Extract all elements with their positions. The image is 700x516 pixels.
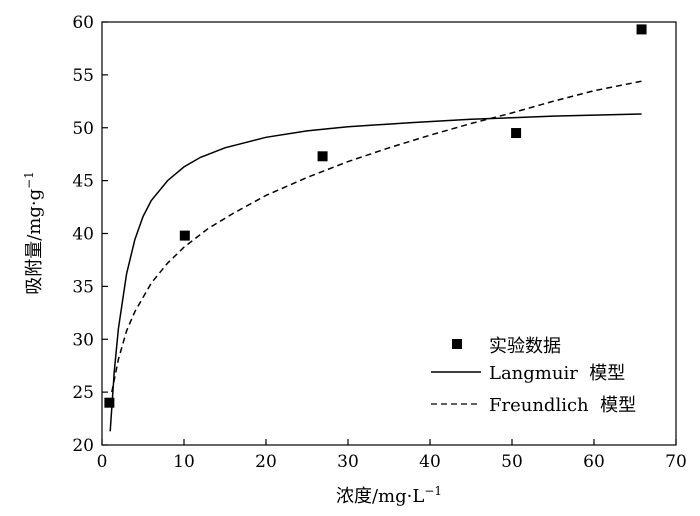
axis-ticks: 0 10 20 30 40 50 60 70 20 25 30 35 40 45 50 55 60 — [72, 13, 686, 472]
data-point-square — [104, 397, 115, 408]
x-tick-label: 10 — [173, 452, 195, 472]
legend-label-langmuir: Langmuir 模型 — [489, 363, 625, 384]
x-tick-label: 20 — [255, 452, 277, 472]
legend-label-experimental: 实验数据 — [489, 336, 561, 357]
legend-label-freundlich: Freundlich 模型 — [489, 395, 636, 416]
freundlich-model-curve — [111, 80, 642, 393]
y-tick-label: 60 — [72, 13, 94, 33]
x-tick-label: 50 — [501, 452, 523, 472]
data-point-square — [179, 230, 190, 241]
data-point-square — [317, 151, 328, 162]
langmuir-model-curve — [109, 113, 642, 432]
y-tick-label: 40 — [72, 225, 94, 245]
x-tick-label: 30 — [337, 452, 359, 472]
legend-marker-square — [452, 339, 462, 349]
data-point-square — [636, 24, 647, 35]
y-tick-label: 30 — [72, 330, 94, 350]
y-tick-label: 55 — [72, 66, 94, 86]
y-tick-label: 45 — [72, 172, 94, 192]
y-tick-label: 25 — [72, 383, 94, 403]
x-tick-label: 40 — [419, 452, 441, 472]
y-tick-label: 50 — [72, 119, 94, 139]
y-axis-label: 吸附量/mg·g−1 — [22, 171, 45, 295]
legend: 实验数据 Langmuir 模型 Freundlich 模型 — [431, 336, 636, 416]
data-point-square — [511, 128, 522, 139]
x-tick-label: 70 — [665, 452, 687, 472]
x-axis-label: 浓度/mg·L−1 — [336, 484, 442, 507]
y-tick-label: 35 — [72, 277, 94, 297]
x-tick-label: 0 — [97, 452, 108, 472]
series-layer — [104, 24, 647, 432]
y-tick-label: 20 — [72, 436, 94, 456]
x-tick-label: 60 — [583, 452, 605, 472]
